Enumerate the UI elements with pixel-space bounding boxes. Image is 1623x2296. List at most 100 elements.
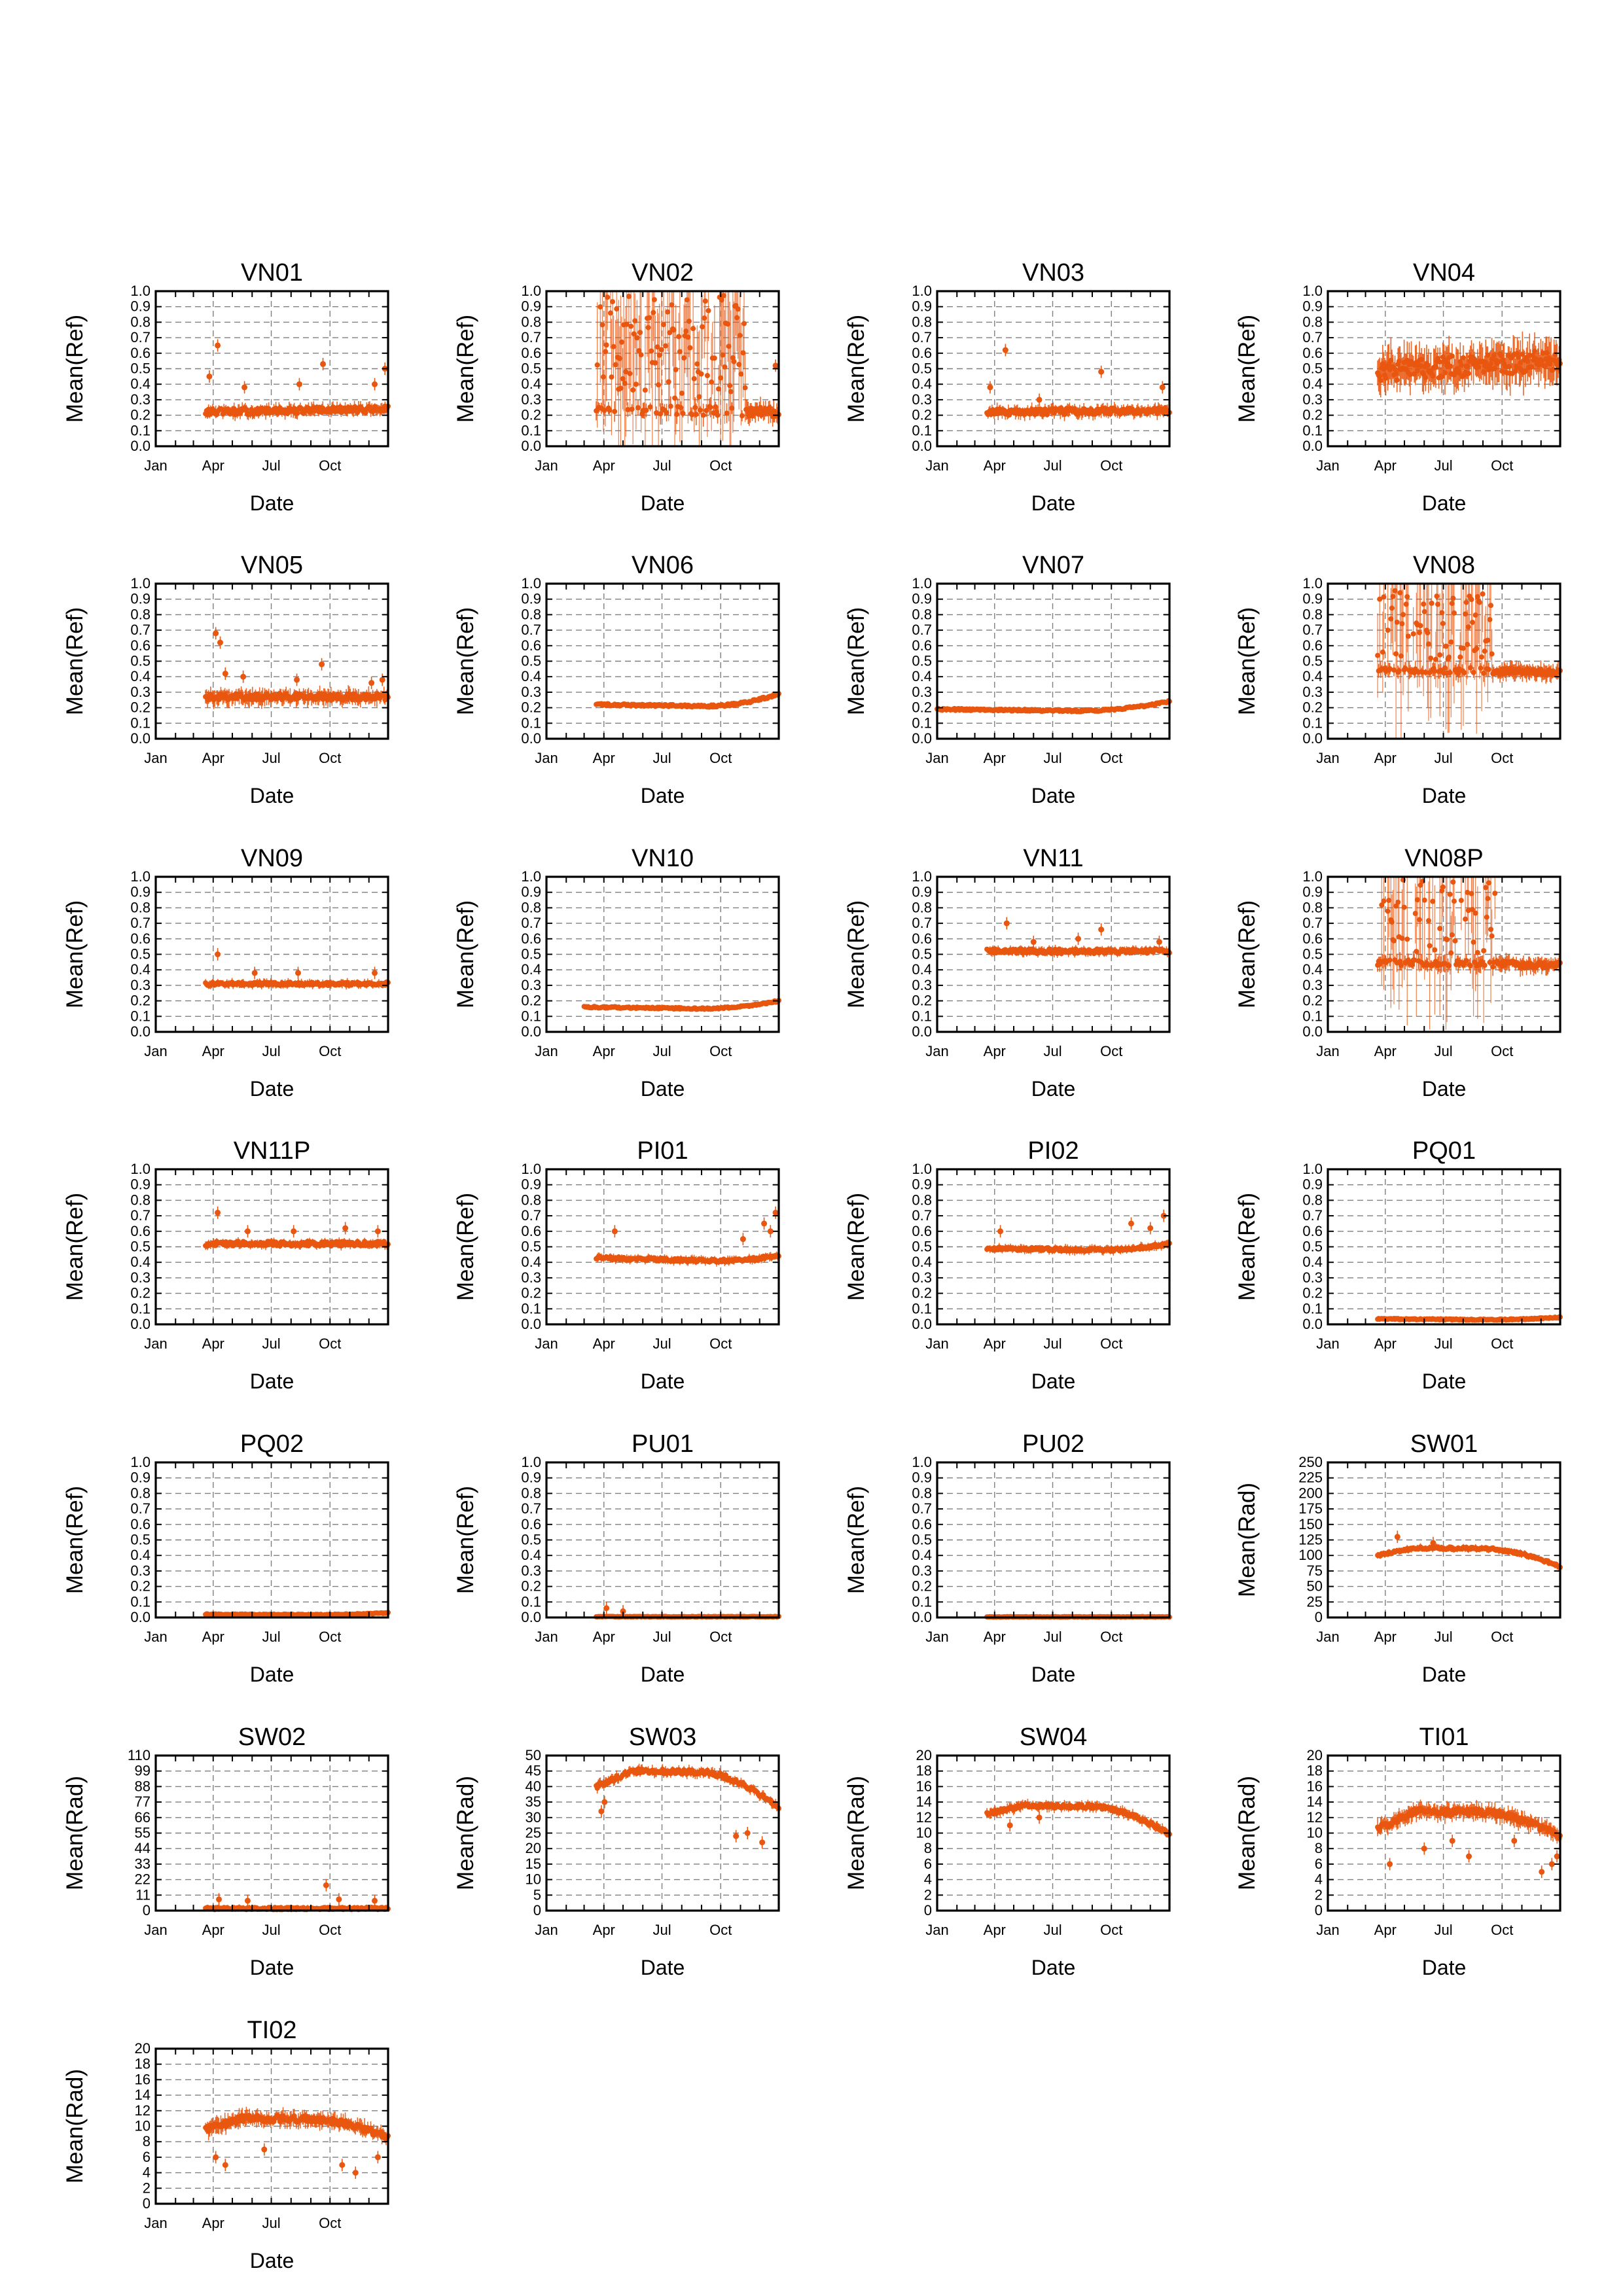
y-tick-label: 0.5: [912, 653, 932, 669]
data-point: [1433, 364, 1438, 370]
y-tick-label: 0.1: [912, 422, 932, 438]
data-point: [1481, 670, 1487, 676]
outlier-point: [320, 361, 327, 367]
y-tick-label: 0.5: [130, 946, 151, 963]
data-point: [1044, 412, 1050, 417]
data-point: [719, 297, 724, 303]
data-point: [1448, 639, 1454, 645]
data-point: [610, 299, 616, 305]
data-point: [1394, 619, 1400, 625]
outlier-point: [372, 970, 378, 976]
data-point: [1550, 366, 1556, 372]
data-point: [1485, 637, 1491, 643]
x-tick-label: Apr: [202, 750, 224, 766]
data-point: [1465, 370, 1471, 376]
data-point: [709, 379, 715, 385]
data-point: [1461, 670, 1467, 676]
outlier-point: [368, 680, 375, 686]
data-point: [1381, 594, 1387, 600]
data-point: [628, 323, 634, 329]
y-tick-label: 0.7: [1302, 329, 1323, 345]
x-tick-label: Oct: [1491, 750, 1513, 766]
data-point: [725, 321, 731, 327]
data-point: [1433, 656, 1438, 662]
x-tick-label: Oct: [319, 1043, 341, 1059]
data-point: [667, 330, 673, 336]
data-point: [1396, 359, 1402, 364]
data-point: [1463, 611, 1469, 617]
data-point: [1457, 654, 1463, 660]
y-axis-label: Mean(Ref): [453, 607, 478, 715]
y-tick-label: 0.4: [1302, 668, 1323, 684]
y-axis-label: Mean(Ref): [453, 900, 478, 1008]
data-point: [658, 411, 664, 417]
data-point: [601, 408, 607, 414]
y-tick-label: 0.9: [1302, 298, 1323, 315]
data-point: [735, 306, 741, 312]
x-tick-label: Jan: [535, 1043, 558, 1059]
panel-vn05: 0.00.10.20.30.40.50.60.70.80.91.0 Jan Apr J…: [62, 552, 391, 807]
panel-vn06: 0.00.10.20.30.40.50.60.70.80.91.0 Jan Apr J…: [453, 552, 781, 807]
x-tick-label: Jul: [262, 457, 280, 474]
y-tick-label: 0.8: [912, 313, 932, 330]
y-tick-label: 0.5: [130, 653, 151, 669]
outlier-point: [372, 381, 378, 387]
data-point: [1516, 354, 1522, 360]
y-axis-label: Mean(Ref): [1234, 607, 1260, 715]
panel-vn03: 0.00.10.20.30.40.50.60.70.80.91.0 Jan Apr J…: [844, 259, 1172, 515]
x-tick-label: Oct: [1100, 457, 1122, 474]
y-tick-label: 0.0: [1302, 730, 1323, 747]
data-point: [1474, 593, 1480, 599]
y-tick-label: 0.3: [521, 391, 541, 408]
data-point: [1429, 601, 1435, 607]
x-tick-label: Oct: [709, 750, 732, 766]
data-point: [642, 387, 648, 393]
x-axis-label: Date: [641, 784, 685, 807]
y-tick-label: 0.8: [130, 606, 151, 622]
outlier-point: [294, 677, 300, 683]
x-tick-label: Oct: [319, 750, 341, 766]
data-point: [660, 322, 666, 328]
outlier-point: [1159, 384, 1166, 391]
panel-title: VN10: [632, 845, 694, 872]
y-tick-label: 0.4: [521, 376, 541, 392]
data-points: [594, 691, 781, 710]
data-point: [618, 385, 624, 391]
data-point: [731, 359, 737, 364]
data-point: [1393, 651, 1399, 657]
data-point: [1388, 616, 1394, 622]
data-point: [1425, 630, 1431, 636]
data-point: [216, 697, 222, 703]
y-tick-label: 0.6: [130, 345, 151, 361]
data-point: [669, 302, 675, 308]
y-tick-label: 0.1: [521, 422, 541, 438]
plot-frame: [154, 582, 389, 740]
data-point: [666, 379, 671, 385]
y-tick-label: 1.0: [130, 575, 151, 592]
data-point: [1465, 363, 1471, 369]
data-point: [1487, 616, 1493, 622]
y-tick-label: 0.0: [521, 438, 541, 454]
y-tick-label: 0.4: [130, 668, 151, 684]
y-tick-label: 0.1: [1302, 422, 1323, 438]
data-point: [726, 344, 732, 349]
outlier-point: [241, 384, 248, 391]
y-tick-label: 0.1: [521, 715, 541, 731]
data-point: [1449, 601, 1455, 607]
data-point: [1488, 603, 1494, 609]
data-point: [1481, 369, 1487, 375]
x-tick-label: Jan: [925, 457, 948, 474]
data-point: [1442, 370, 1448, 376]
panel-vn01: 0.00.10.20.30.40.50.60.70.80.91.0 Jan Apr J…: [62, 259, 391, 515]
y-tick-label: 0.3: [912, 684, 932, 700]
y-tick-label: 0.6: [1302, 637, 1323, 654]
y-tick-label: 0.3: [1302, 684, 1323, 700]
data-point: [1375, 652, 1381, 658]
y-tick-label: 0.6: [912, 637, 932, 654]
data-point: [671, 327, 677, 333]
x-tick-label: Jan: [535, 750, 558, 766]
data-point: [1496, 359, 1502, 364]
data-point: [1421, 601, 1427, 607]
data-point: [692, 404, 698, 410]
y-tick-label: 0.5: [521, 946, 541, 963]
